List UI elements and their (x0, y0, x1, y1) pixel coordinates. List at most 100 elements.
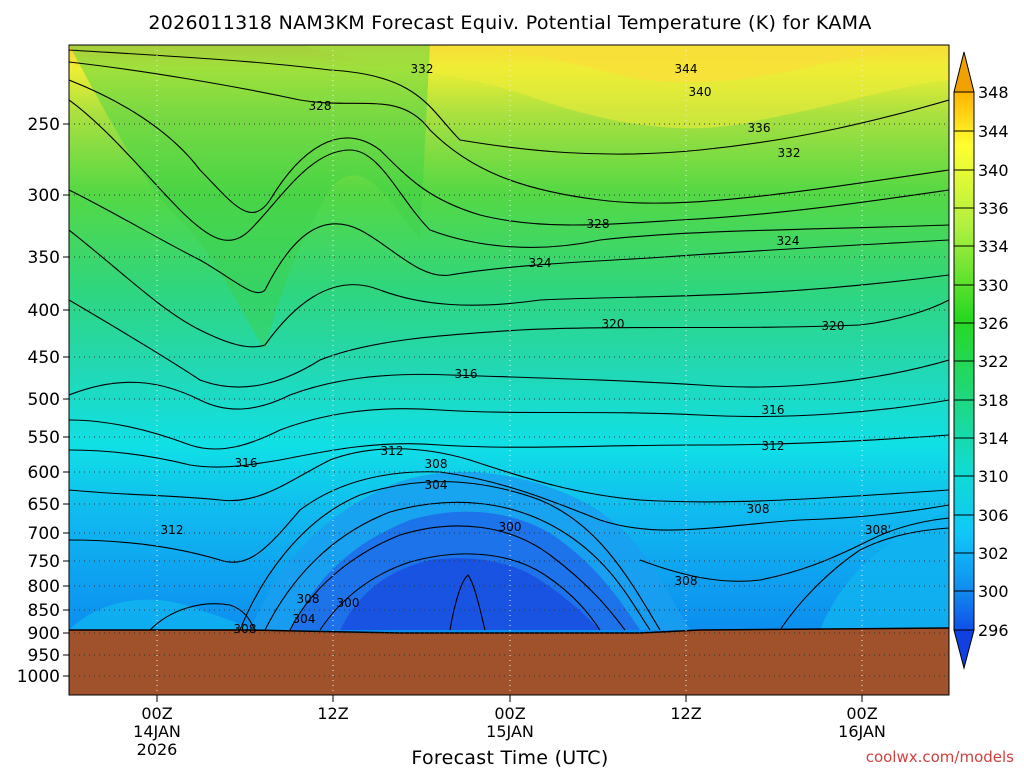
contour-label: 308 (747, 502, 770, 516)
y-tick-label: 300 (28, 186, 60, 206)
contour-label: 312 (161, 523, 184, 537)
plot-area: 332 328 344 340 336 332 328 324 324 320 … (69, 45, 949, 695)
contour-label: 316 (235, 456, 258, 470)
colorbar-label: 334 (978, 237, 1009, 256)
y-tick-label: 600 (28, 463, 60, 483)
colorbar-label: 318 (978, 391, 1009, 410)
colorbar-bottom-arrow (953, 629, 975, 670)
colorbar-label: 310 (978, 467, 1009, 486)
cool-patch-left (69, 599, 250, 630)
contour-line (69, 79, 949, 226)
chart-title: 2026011318 NAM3KM Forecast Equiv. Potent… (148, 12, 871, 34)
contour-label: 308 (675, 574, 698, 588)
y-tick-label: 450 (28, 348, 60, 368)
y-tick-label: 250 (28, 115, 60, 135)
contour-label: 320 (822, 319, 845, 333)
contour-line (69, 61, 949, 204)
contour-line (69, 299, 949, 388)
colorbar-top-arrow (953, 51, 975, 93)
contour-line (69, 99, 949, 248)
contour-line (149, 603, 256, 631)
x-tick-label: 12Z (670, 704, 701, 723)
y-tick-label: 700 (28, 524, 60, 544)
contour-label: 332 (778, 146, 801, 160)
colorbar-label: 336 (978, 199, 1009, 218)
x-tick-label: 16JAN (838, 722, 886, 741)
y-tick-label: 1000 (17, 667, 60, 687)
contour-label: 316 (455, 367, 478, 381)
contour-label: 324 (529, 256, 552, 270)
y-tick-label: 400 (28, 301, 60, 321)
x-tick-label: 00Z (846, 704, 877, 723)
contour-label: 328 (309, 99, 332, 113)
colorbar-label: 300 (978, 582, 1009, 601)
colorbar-label: 326 (978, 314, 1009, 333)
vertical-grid-lines (156, 45, 863, 695)
colorbar-labels: 348 344 340 336 334 330 326 322 318 314 … (978, 83, 1009, 640)
y-tick-label: 850 (28, 601, 60, 621)
contour-label: 344 (675, 62, 698, 76)
contour-label: 332 (411, 62, 434, 76)
contour-label: 336 (748, 121, 771, 135)
contour-line (264, 501, 651, 631)
contour-label: 312 (381, 444, 404, 458)
x-tick-label: 2026 (137, 740, 178, 759)
contour-line (69, 434, 949, 468)
colorbar-label: 314 (978, 429, 1009, 448)
y-tick-label: 500 (28, 390, 60, 410)
contour-line (779, 527, 949, 631)
contour-lines (69, 49, 949, 631)
colorbar-label: 322 (978, 352, 1009, 371)
y-tick-marks (63, 123, 69, 677)
warm-region-yellow (300, 45, 949, 129)
colorbar-label: 296 (978, 621, 1009, 640)
y-axis: 250 300 350 400 450 500 550 600 650 700 … (17, 115, 60, 687)
cold-dome-core (340, 558, 600, 630)
x-tick-label: 12Z (317, 704, 348, 723)
contour-label: 340 (689, 85, 712, 99)
colorbar-label: 344 (978, 122, 1009, 141)
contour-line (69, 359, 949, 410)
contour-line (319, 553, 601, 631)
contour-label: 308' (865, 523, 891, 537)
colorbar-label: 340 (978, 161, 1009, 180)
credit-text: coolwx.com/models (866, 748, 1014, 766)
underground-terrain (69, 628, 949, 695)
contour-labels: 332 328 344 340 336 332 328 324 324 320 … (161, 62, 892, 636)
x-tick-marks (156, 695, 863, 702)
colorbar-label: 306 (978, 506, 1009, 525)
contour-label: 308 (425, 457, 448, 471)
contour-label: 316 (762, 403, 785, 417)
contour-line (239, 481, 661, 631)
contour-label: 320 (602, 317, 625, 331)
cool-patch-right (820, 510, 949, 630)
contour-line (639, 517, 949, 582)
colorbar: 348 344 340 336 334 330 326 322 318 314 … (953, 51, 1009, 670)
contour-line (69, 399, 949, 450)
colorbar-ticks (954, 130, 974, 592)
contour-line (289, 525, 626, 631)
contour-label: 300 (499, 520, 522, 534)
contour-label: 300 (337, 596, 360, 610)
plot-frame (68, 44, 950, 696)
contour-line (69, 49, 949, 155)
x-axis: 00Z 14JAN 2026 12Z 00Z 15JAN 12Z 00Z 16J… (133, 704, 886, 759)
x-tick-label: 15JAN (486, 722, 534, 741)
contour-label: 312 (762, 439, 785, 453)
contour-label: 308 (234, 622, 257, 636)
contour-label: 304 (293, 612, 316, 626)
colorbar-label: 302 (978, 544, 1009, 563)
contour-label: 304 (425, 478, 448, 492)
y-tick-label: 750 (28, 552, 60, 572)
contour-line (69, 189, 949, 294)
y-tick-label: 800 (28, 577, 60, 597)
y-tick-label: 900 (28, 624, 60, 644)
y-tick-label: 650 (28, 495, 60, 515)
colorbar-label: 330 (978, 276, 1009, 295)
contour-label: 328 (587, 217, 610, 231)
contour-label: 308 (297, 592, 320, 606)
y-tick-label: 950 (28, 646, 60, 666)
x-tick-label: 00Z (141, 704, 172, 723)
x-tick-label: 14JAN (133, 722, 181, 741)
